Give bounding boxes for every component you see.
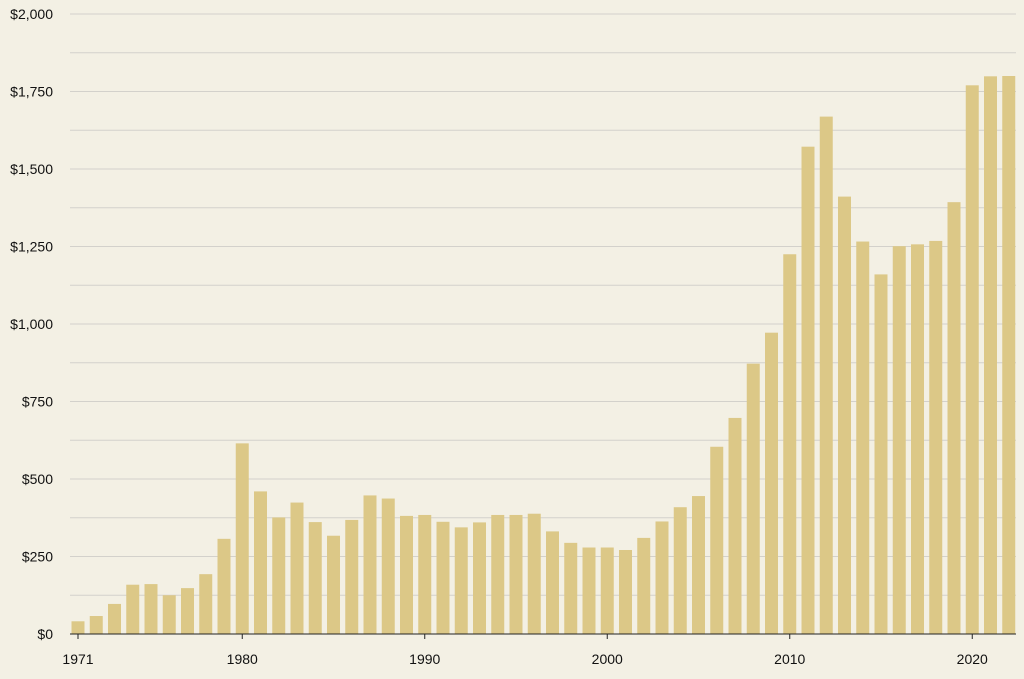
y-tick-label: $750 [22,394,53,410]
bar-1973 [108,603,121,634]
bar-2021 [984,76,997,634]
bar-1994 [491,514,505,634]
bar-2003 [655,521,669,634]
bar-1999 [582,547,596,634]
bar-2016 [892,246,906,634]
y-tick-label: $1,000 [10,316,53,332]
bar-2008 [746,363,760,634]
bar-2000 [600,547,614,634]
y-tick-label: $1,250 [10,239,53,255]
x-tick-label: 2020 [957,651,988,667]
bar-1995 [509,514,523,634]
bar-1981 [254,491,267,634]
bar-2007 [728,417,742,634]
bar-1983 [290,502,304,634]
y-tick-label: $500 [22,471,53,487]
bar-1993 [473,522,486,634]
y-tick-label: $1,500 [10,161,53,177]
bar-1975 [144,584,158,634]
x-tick-label: 1980 [227,651,258,667]
bar-2010 [783,254,797,634]
bar-1979 [217,538,231,634]
bar-1996 [527,513,541,634]
y-tick-label: $0 [37,626,53,642]
bar-2009 [765,332,778,634]
bar-1998 [564,542,578,634]
bar-2002 [637,537,651,634]
bar-2001 [619,549,632,634]
bar-1990 [418,514,432,634]
bar-1980 [235,443,249,634]
y-tick-label: $1,750 [10,84,53,100]
x-tick-label: 2010 [774,651,805,667]
bar-1988 [381,498,395,634]
axes [70,633,1016,639]
bar-2012 [819,116,833,635]
y-tick-label: $2,000 [10,6,53,22]
bar-2011 [801,146,815,634]
bar-1987 [363,495,377,634]
bar-2015 [874,274,888,634]
x-tick-label: 2000 [592,651,623,667]
bar-1977 [181,588,194,634]
bar-1972 [89,616,103,634]
bar-1986 [345,519,359,634]
bar-2005 [692,496,705,634]
bar-1971 [71,621,85,634]
bar-2014 [856,241,870,635]
bar-2004 [673,507,687,634]
bar-2018 [929,240,943,635]
tick-labels: $0 $250 $500 $750 $1,000 $1,250 $1,500 $1,750 $2… [10,6,988,667]
grid-lines [70,13,1016,596]
x-tick-label: 1990 [409,651,440,667]
bar-2019 [947,202,961,635]
y-tick-label: $250 [22,549,53,565]
bar-1985 [327,535,340,634]
bar-1976 [162,595,176,634]
bar-1989 [400,515,413,634]
bar-1984 [308,522,322,634]
bar-1978 [199,574,213,634]
bar-2022 [1002,76,1016,634]
x-tick-label: 1971 [62,651,93,667]
bar-2013 [838,196,851,634]
bar-2020 [965,85,979,635]
bar-2017 [911,244,924,634]
bar-1992 [454,527,468,634]
bar-1982 [272,517,286,634]
bar-1974 [126,584,140,634]
bars [71,76,1016,635]
bar-2006 [710,446,724,634]
bar-1991 [436,521,450,634]
bar-1997 [546,531,559,634]
